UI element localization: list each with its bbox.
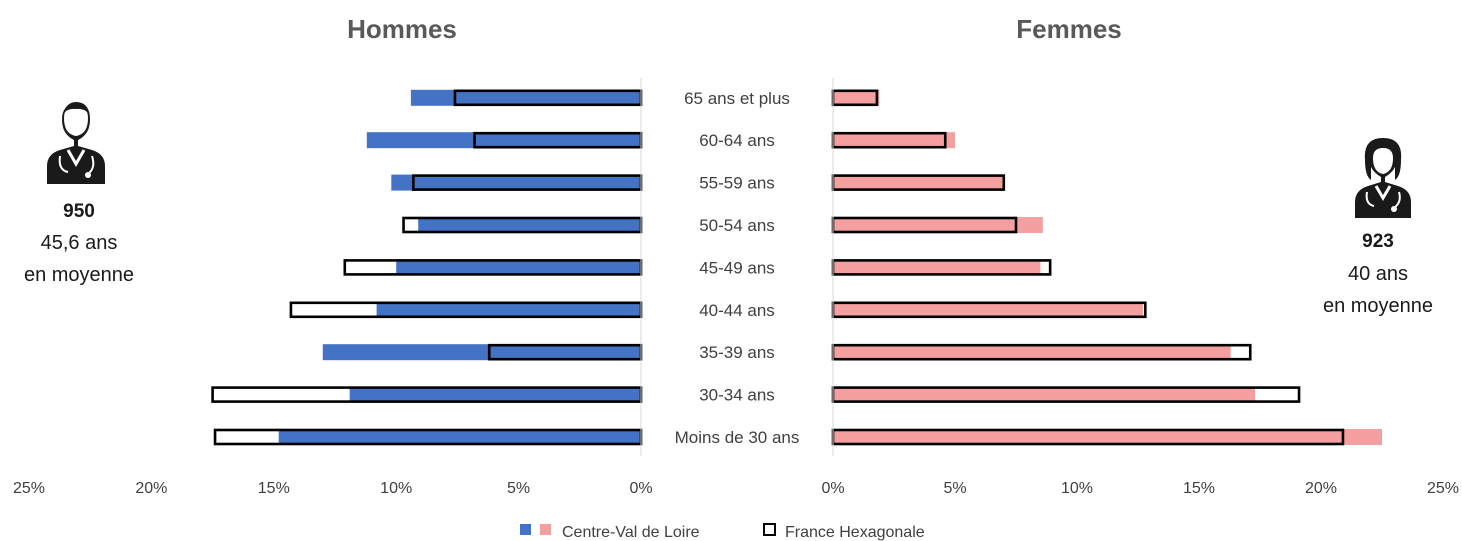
x-tick-women-0: 0%	[821, 480, 844, 497]
bar-men-centre-moins-de-30-ans	[278, 429, 641, 445]
men-count: 950	[63, 201, 95, 222]
x-tick-women-20: 20%	[1305, 480, 1337, 497]
category-label-65-ans-et-plus: 65 ans et plus	[684, 89, 790, 108]
category-labels: Moins de 30 ans 30-34 ans 35-39 ans 40-44 a…	[675, 89, 800, 447]
legend-label-centre: Centre-Val de Loire	[562, 524, 700, 541]
bar-women-centre-65-ans-et-plus	[833, 89, 880, 106]
bar-men-centre-30-34-ans	[349, 386, 641, 403]
women-average-age: 40 ans	[1348, 263, 1408, 285]
panel-title-men: Hommes	[347, 14, 457, 44]
category-label-30-34-ans: 30-34 ans	[699, 386, 775, 405]
bar-men-centre-40-44-ans	[376, 301, 641, 318]
bar-women-centre-55-59-ans	[833, 174, 1004, 191]
x-tick-men-25: 25%	[13, 480, 45, 497]
legend-label-france: France Hexagonale	[785, 524, 925, 541]
category-label-45-49-ans: 45-49 ans	[699, 258, 775, 277]
legend-swatch-france	[763, 523, 776, 536]
bar-men-centre-50-54-ans	[418, 217, 641, 233]
women-bars	[831, 89, 1382, 446]
legend: Centre-Val de Loire France Hexagonale	[520, 523, 925, 541]
x-tick-men-5: 5%	[507, 480, 530, 497]
x-tick-men-0: 0%	[629, 480, 652, 497]
men-average-note: en moyenne	[24, 264, 134, 286]
x-tick-women-10: 10%	[1061, 480, 1093, 497]
category-label-40-44-ans: 40-44 ans	[699, 301, 775, 320]
bar-men-centre-60-64-ans	[366, 132, 641, 149]
category-label-35-39-ans: 35-39 ans	[699, 343, 775, 362]
axis-lines	[640, 78, 834, 456]
bar-men-centre-35-39-ans	[322, 344, 641, 361]
men-average-age: 45,6 ans	[41, 232, 118, 254]
x-ticks-women: 0% 5% 10% 15% 20% 25%	[821, 480, 1459, 497]
bar-women-centre-35-39-ans	[833, 344, 1231, 361]
bar-men-centre-65-ans-et-plus	[410, 89, 641, 106]
category-label-moins-de-30-ans: Moins de 30 ans	[675, 428, 800, 447]
bar-women-centre-50-54-ans	[833, 217, 1043, 233]
women-count: 923	[1362, 231, 1394, 252]
bar-women-centre-40-44-ans	[833, 301, 1143, 318]
x-tick-women-25: 25%	[1427, 480, 1459, 497]
women-average-note: en moyenne	[1323, 295, 1433, 317]
bar-women-centre-30-34-ans	[833, 386, 1256, 403]
x-tick-men-20: 20%	[135, 480, 167, 497]
male-doctor-icon	[47, 102, 105, 184]
female-doctor-icon	[1355, 138, 1411, 218]
x-ticks-men: 0% 5% 10% 15% 20% 25%	[13, 480, 653, 497]
legend-swatch-centre-men	[520, 524, 531, 535]
category-label-55-59-ans: 55-59 ans	[699, 174, 775, 193]
men-bars	[211, 89, 643, 446]
bar-women-centre-45-49-ans	[833, 259, 1041, 276]
bar-women-centre-60-64-ans	[833, 132, 955, 149]
bar-men-centre-45-49-ans	[396, 259, 641, 276]
x-tick-women-15: 15%	[1183, 480, 1215, 497]
legend-swatch-centre-women	[540, 524, 551, 535]
x-tick-women-5: 5%	[943, 480, 966, 497]
panel-title-women: Femmes	[1016, 14, 1122, 44]
x-tick-men-15: 15%	[258, 480, 290, 497]
category-label-60-64-ans: 60-64 ans	[699, 131, 775, 150]
bar-men-centre-55-59-ans	[391, 174, 641, 191]
category-label-50-54-ans: 50-54 ans	[699, 216, 775, 235]
x-tick-men-10: 10%	[380, 480, 412, 497]
bar-women-centre-moins-de-30-ans	[833, 429, 1382, 445]
